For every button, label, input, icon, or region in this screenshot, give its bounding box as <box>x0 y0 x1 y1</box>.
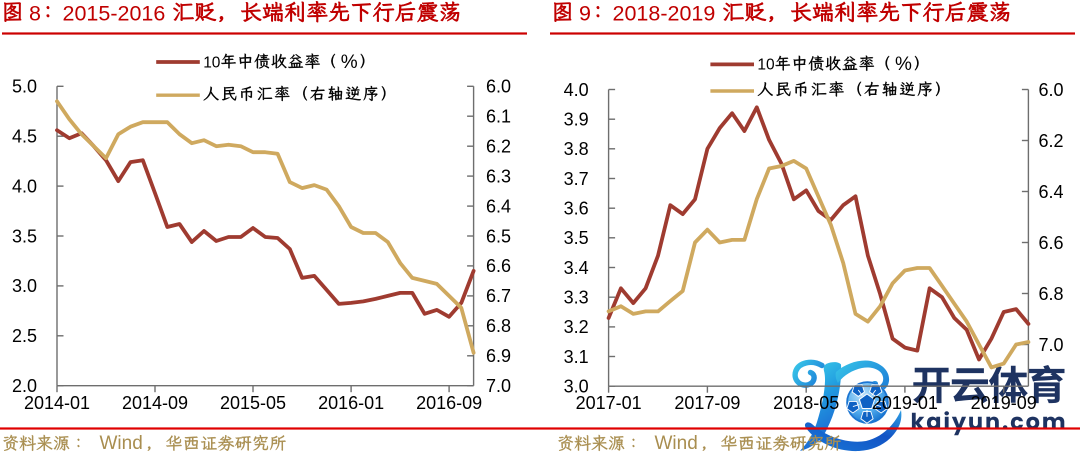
svg-text:7.0: 7.0 <box>1039 335 1064 355</box>
svg-text:2016-09: 2016-09 <box>416 393 482 413</box>
svg-text:2.5: 2.5 <box>12 326 37 346</box>
svg-text:2015-2016: 2015-2016 <box>63 2 166 26</box>
svg-text:6.4: 6.4 <box>486 196 511 216</box>
svg-text:8: 8 <box>29 2 41 26</box>
svg-text:2019-01: 2019-01 <box>872 393 938 413</box>
svg-text:3.9: 3.9 <box>564 110 589 130</box>
svg-text:3.2: 3.2 <box>564 317 589 337</box>
svg-text:Wind: Wind <box>655 433 698 454</box>
svg-text:3.5: 3.5 <box>12 226 37 246</box>
svg-text:6.4: 6.4 <box>1039 182 1064 202</box>
svg-text:6.2: 6.2 <box>486 137 511 157</box>
svg-text:9: 9 <box>579 2 591 26</box>
svg-text:2014-01: 2014-01 <box>24 393 90 413</box>
svg-text:6.1: 6.1 <box>486 107 511 127</box>
svg-text:6.8: 6.8 <box>486 316 511 336</box>
svg-text:6.9: 6.9 <box>486 346 511 366</box>
svg-text:6.2: 6.2 <box>1039 131 1064 151</box>
svg-text:10: 10 <box>757 57 775 74</box>
svg-text:6.6: 6.6 <box>486 256 511 276</box>
svg-text:4.0: 4.0 <box>564 80 589 100</box>
svg-text:4.0: 4.0 <box>12 176 37 196</box>
svg-text:2019-09: 2019-09 <box>971 393 1037 413</box>
svg-text:3.6: 3.6 <box>564 199 589 219</box>
svg-text:3.3: 3.3 <box>564 288 589 308</box>
svg-text:3.7: 3.7 <box>564 169 589 189</box>
svg-text:3.4: 3.4 <box>564 258 589 278</box>
svg-text:2016-01: 2016-01 <box>318 393 384 413</box>
svg-text:3.8: 3.8 <box>564 139 589 159</box>
svg-text:2017-09: 2017-09 <box>674 393 740 413</box>
svg-text:6.6: 6.6 <box>1039 233 1064 253</box>
svg-text:3.1: 3.1 <box>564 347 589 367</box>
svg-text:%: % <box>895 54 912 75</box>
svg-text:2014-09: 2014-09 <box>122 393 188 413</box>
svg-text:6.5: 6.5 <box>486 226 511 246</box>
svg-text:3.5: 3.5 <box>564 228 589 248</box>
svg-text:Wind: Wind <box>100 433 143 454</box>
svg-text:6.8: 6.8 <box>1039 284 1064 304</box>
svg-text:6.0: 6.0 <box>1039 80 1064 100</box>
svg-text:6.7: 6.7 <box>486 286 511 306</box>
svg-text:2018-05: 2018-05 <box>773 393 839 413</box>
svg-text:%: % <box>341 52 358 73</box>
svg-text:4.5: 4.5 <box>12 127 37 147</box>
svg-text:10: 10 <box>203 54 221 71</box>
svg-text:3.0: 3.0 <box>564 377 589 397</box>
svg-text:6.0: 6.0 <box>486 77 511 97</box>
svg-text:6.3: 6.3 <box>486 166 511 186</box>
svg-text:2018-2019: 2018-2019 <box>613 2 716 26</box>
svg-text:3.0: 3.0 <box>12 276 37 296</box>
svg-text:5.0: 5.0 <box>12 77 37 97</box>
svg-text:2017-01: 2017-01 <box>576 393 642 413</box>
svg-text:2.0: 2.0 <box>12 376 37 396</box>
svg-text:2015-05: 2015-05 <box>220 393 286 413</box>
svg-text:7.0: 7.0 <box>486 376 511 396</box>
